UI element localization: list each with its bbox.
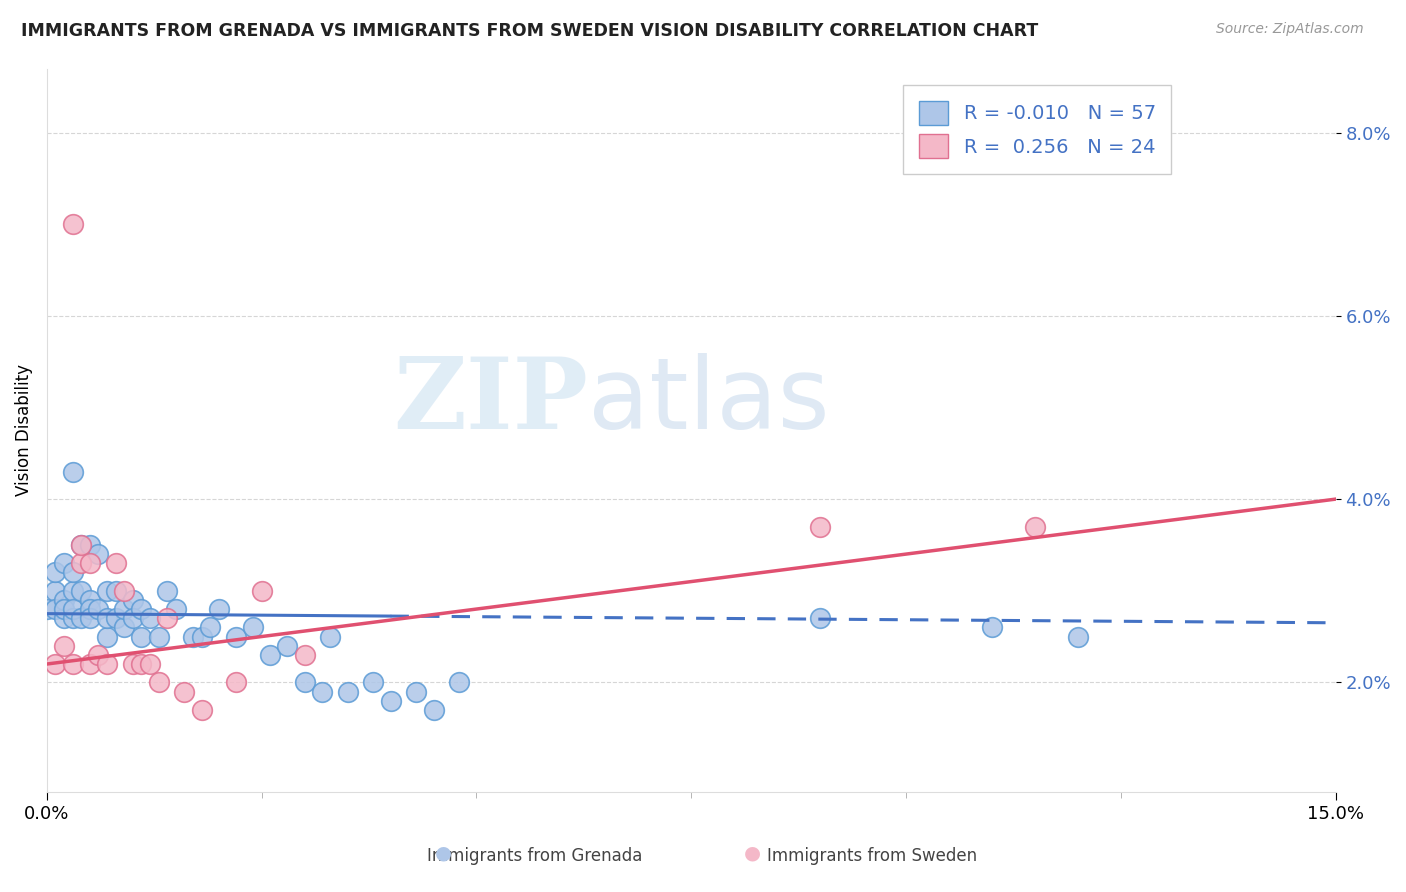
Y-axis label: Vision Disability: Vision Disability — [15, 365, 32, 497]
Point — [79, 593, 101, 607]
Text: Immigrants from Sweden: Immigrants from Sweden — [766, 847, 977, 865]
Point — [70, 538, 93, 552]
Point — [112, 602, 135, 616]
Point — [363, 675, 385, 690]
Point — [208, 602, 231, 616]
Text: ●: ● — [434, 844, 451, 863]
Point — [96, 630, 118, 644]
Point — [70, 611, 93, 625]
Point — [96, 583, 118, 598]
Point — [276, 639, 298, 653]
Point — [96, 657, 118, 671]
Point — [148, 675, 170, 690]
Text: Immigrants from Grenada: Immigrants from Grenada — [426, 847, 643, 865]
Point — [294, 675, 316, 690]
Point — [62, 566, 84, 580]
Point — [53, 611, 76, 625]
Point — [121, 593, 143, 607]
Point — [53, 556, 76, 570]
Text: ZIP: ZIP — [394, 353, 588, 450]
Point — [808, 519, 831, 533]
Point — [131, 657, 153, 671]
Point — [336, 684, 359, 698]
Point — [53, 639, 76, 653]
Point — [44, 566, 66, 580]
Point — [131, 630, 153, 644]
Point — [311, 684, 333, 698]
Point — [35, 602, 58, 616]
Point — [70, 583, 93, 598]
Point — [70, 538, 93, 552]
Point — [165, 602, 187, 616]
Point — [173, 684, 195, 698]
Point — [225, 675, 247, 690]
Point — [79, 538, 101, 552]
Point — [121, 611, 143, 625]
Point — [1067, 630, 1090, 644]
Point — [250, 583, 273, 598]
Point — [53, 602, 76, 616]
Point — [422, 703, 444, 717]
Point — [148, 630, 170, 644]
Point — [190, 630, 212, 644]
Point — [808, 611, 831, 625]
Point — [70, 556, 93, 570]
Point — [131, 602, 153, 616]
Point — [190, 703, 212, 717]
Point — [449, 675, 471, 690]
Point — [62, 657, 84, 671]
Text: ●: ● — [744, 844, 761, 863]
Point — [259, 648, 281, 662]
Point — [44, 602, 66, 616]
Point — [104, 556, 127, 570]
Point — [294, 648, 316, 662]
Point — [225, 630, 247, 644]
Point — [405, 684, 427, 698]
Point — [62, 217, 84, 231]
Text: Source: ZipAtlas.com: Source: ZipAtlas.com — [1216, 22, 1364, 37]
Point — [62, 465, 84, 479]
Point — [139, 611, 162, 625]
Point — [62, 583, 84, 598]
Point — [139, 657, 162, 671]
Point — [79, 556, 101, 570]
Point — [981, 620, 1004, 634]
Point — [104, 611, 127, 625]
Point — [87, 602, 110, 616]
Point — [319, 630, 342, 644]
Point — [112, 620, 135, 634]
Point — [79, 611, 101, 625]
Point — [121, 657, 143, 671]
Point — [62, 611, 84, 625]
Point — [53, 593, 76, 607]
Legend: R = -0.010   N = 57, R =  0.256   N = 24: R = -0.010 N = 57, R = 0.256 N = 24 — [903, 86, 1171, 174]
Point — [181, 630, 204, 644]
Text: IMMIGRANTS FROM GRENADA VS IMMIGRANTS FROM SWEDEN VISION DISABILITY CORRELATION : IMMIGRANTS FROM GRENADA VS IMMIGRANTS FR… — [21, 22, 1039, 40]
Point — [79, 657, 101, 671]
Point — [87, 648, 110, 662]
Point — [62, 602, 84, 616]
Point — [112, 583, 135, 598]
Point — [44, 657, 66, 671]
Point — [96, 611, 118, 625]
Point — [380, 694, 402, 708]
Point — [104, 583, 127, 598]
Point — [87, 547, 110, 561]
Point — [44, 583, 66, 598]
Point — [1024, 519, 1046, 533]
Point — [242, 620, 264, 634]
Text: atlas: atlas — [588, 353, 830, 450]
Point — [156, 611, 179, 625]
Point — [156, 583, 179, 598]
Point — [198, 620, 221, 634]
Point — [79, 602, 101, 616]
